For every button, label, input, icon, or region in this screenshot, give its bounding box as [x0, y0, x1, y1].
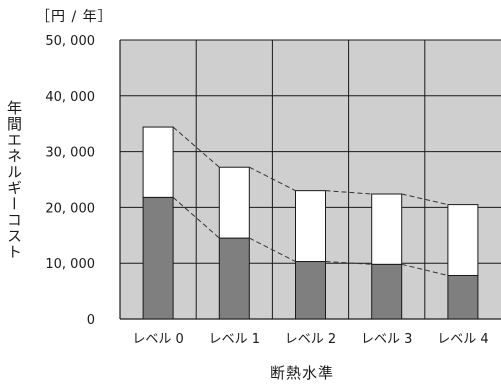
x-tick-label: レベル 4 — [437, 332, 488, 347]
trend-connector — [249, 166, 296, 192]
x-axis-title: 断熱水準 — [270, 364, 335, 382]
bar-segment — [142, 126, 174, 198]
bar-segment — [371, 193, 403, 265]
x-tick-label: レベル 3 — [361, 332, 412, 347]
trend-connector — [172, 196, 220, 239]
bar-segment — [447, 274, 479, 320]
bar-segment — [295, 261, 326, 320]
bar-segment — [218, 166, 250, 239]
x-tick-label: レベル 0 — [132, 332, 183, 347]
y-tick-label: 30, 000 — [45, 146, 95, 161]
y-axis-title: 年間エネルギーコスト — [5, 100, 23, 260]
trend-connector — [172, 126, 220, 168]
x-tick-label: レベル 2 — [285, 332, 336, 347]
x-tick-label: レベル 1 — [209, 332, 260, 347]
bar-segment — [142, 196, 174, 320]
y-tick-label: 40, 000 — [45, 90, 95, 105]
y-unit-label: ［円 / 年］ — [36, 9, 113, 25]
trend-connector — [249, 237, 296, 262]
y-tick-label: 20, 000 — [45, 201, 95, 216]
bar-segment — [295, 190, 326, 263]
bar-segment — [371, 263, 403, 320]
bar-segment — [447, 204, 479, 276]
y-tick-label: 0 — [87, 313, 95, 328]
bar-segment — [218, 237, 250, 320]
y-tick-label: 50, 000 — [45, 34, 95, 49]
y-tick-label: 10, 000 — [45, 257, 95, 272]
